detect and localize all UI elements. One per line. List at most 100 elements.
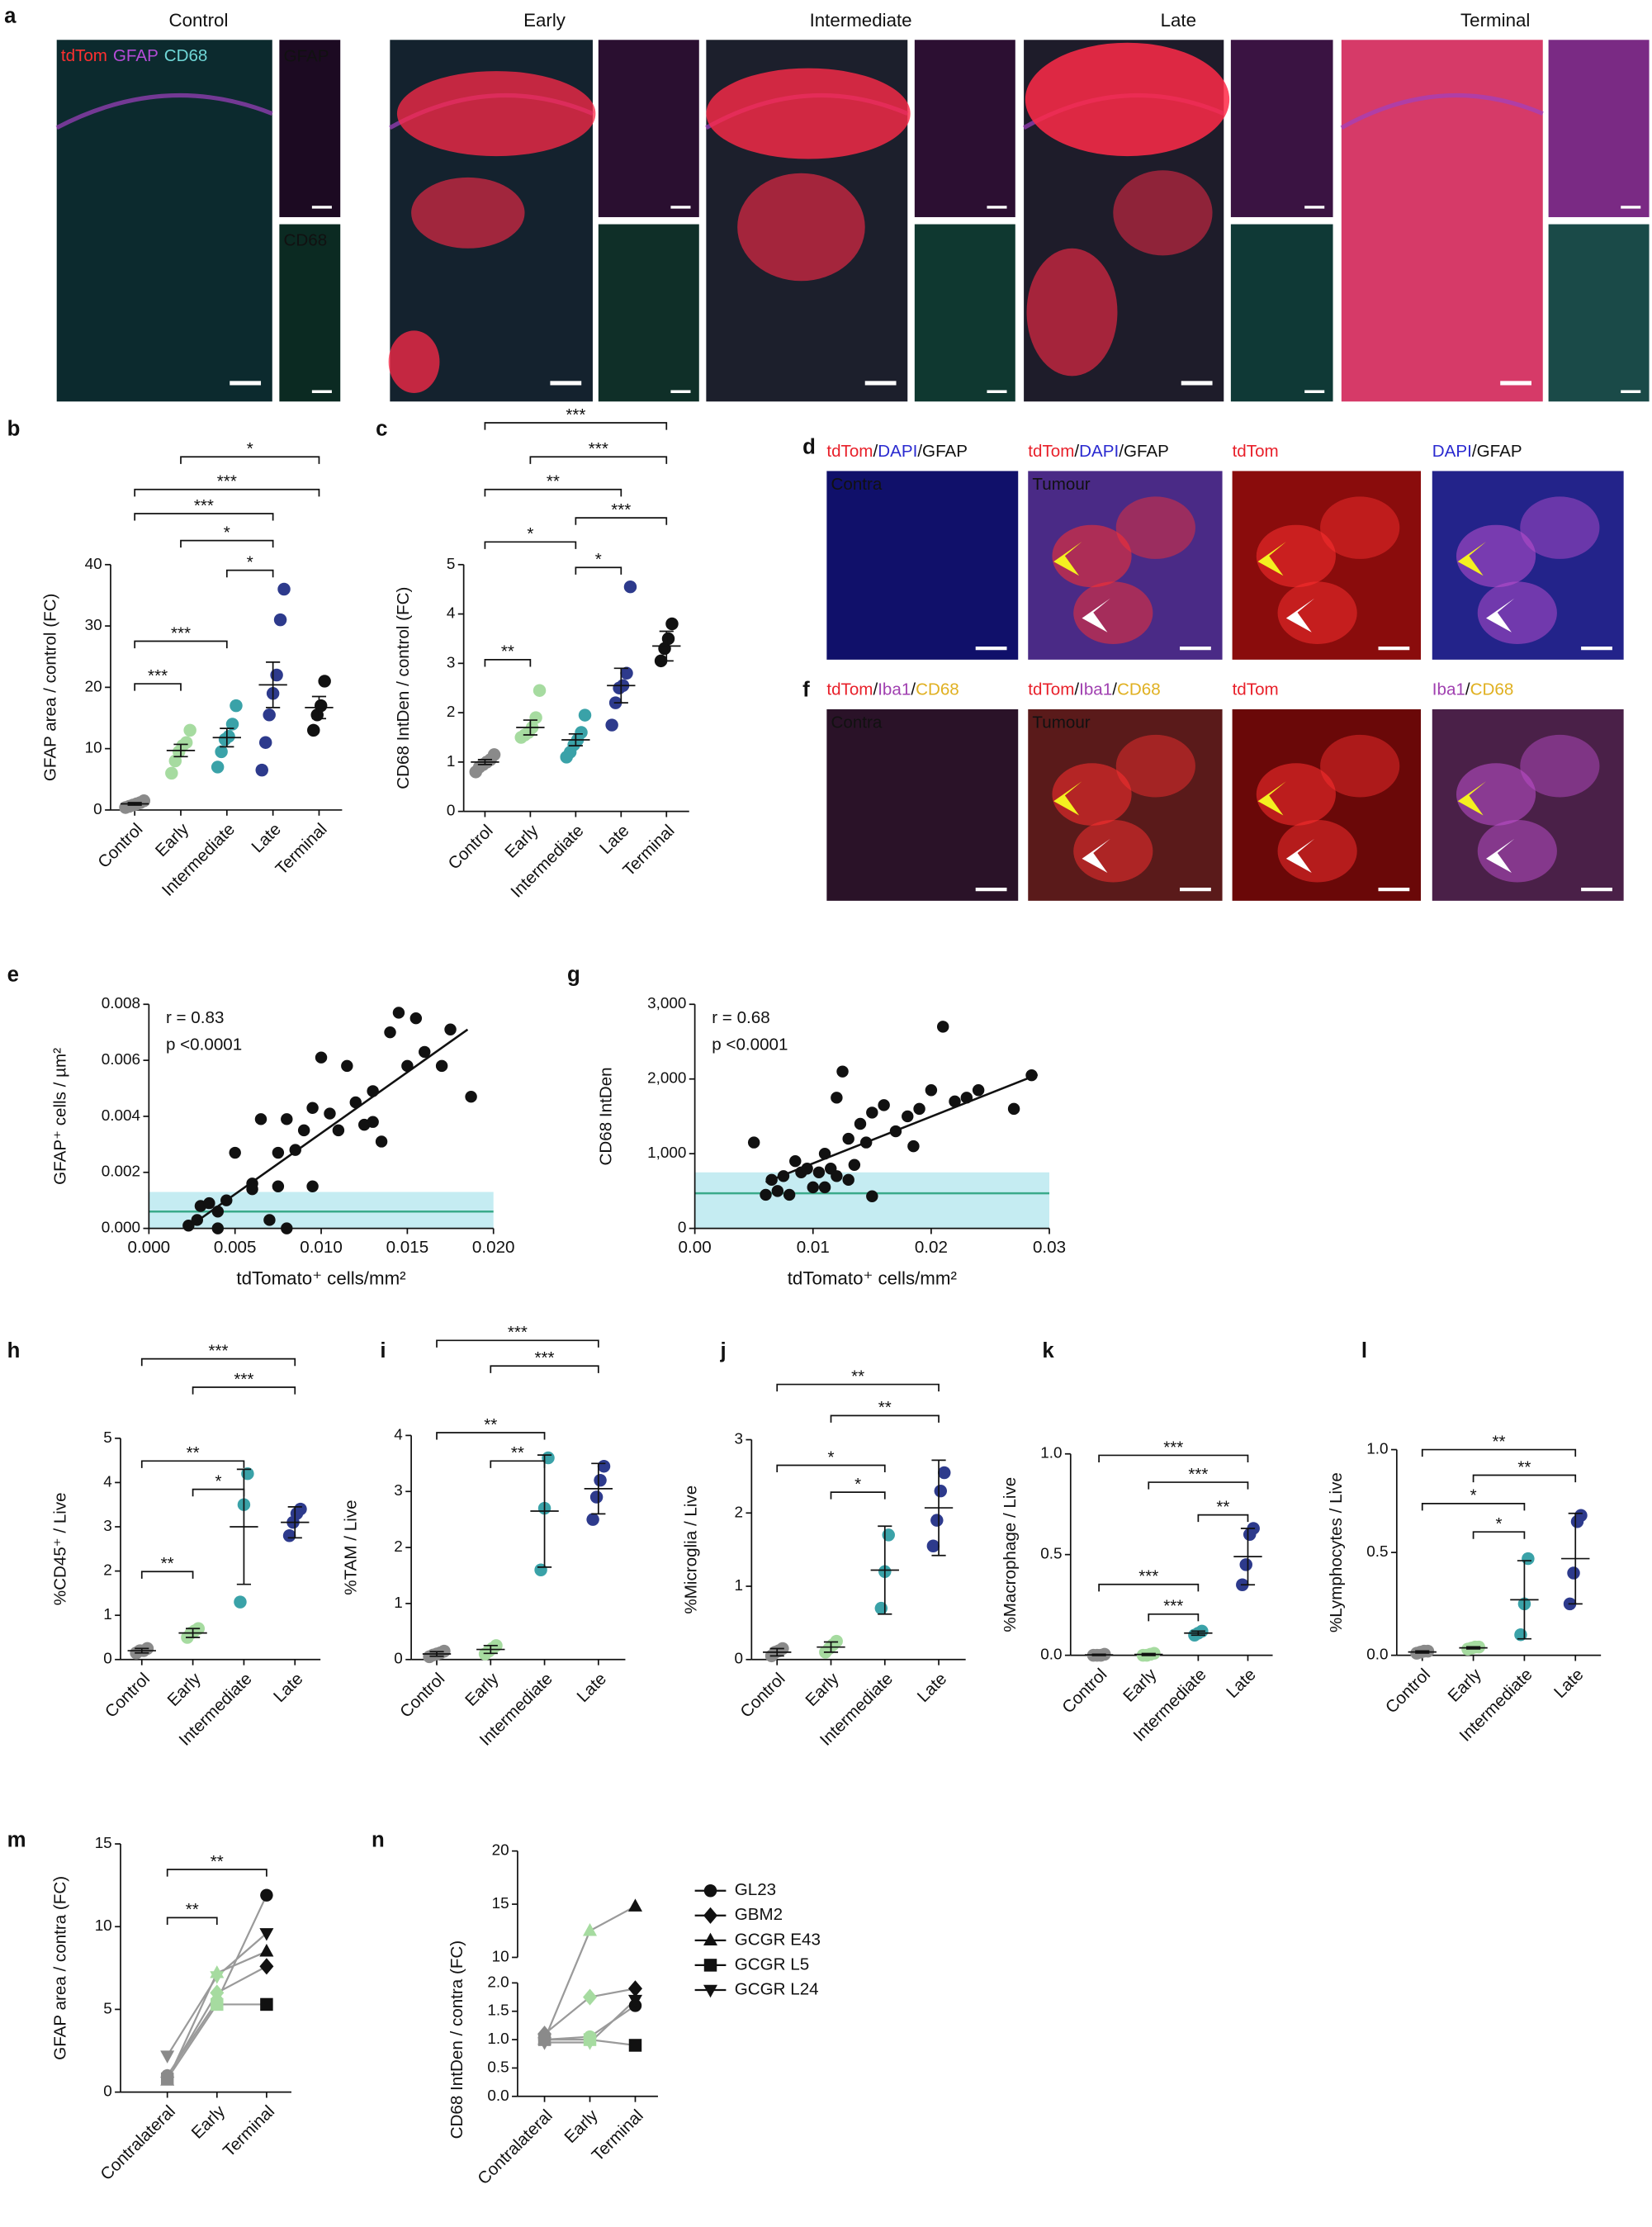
data-point	[259, 1958, 274, 1975]
significance-label: **	[878, 1398, 892, 1417]
data-point	[831, 1170, 843, 1182]
data-point	[842, 1132, 854, 1145]
x-tick-label: Contralateral	[97, 2101, 179, 2184]
data-point	[210, 1984, 225, 2002]
significance-label: ***	[208, 1341, 228, 1360]
significance-bracket	[134, 683, 182, 691]
header-part: CD68	[1117, 680, 1161, 699]
y-tick-label: 1	[447, 753, 456, 770]
significance-label: *	[247, 553, 253, 572]
data-point	[306, 1102, 319, 1114]
x-tick-label: 0.020	[472, 1238, 515, 1257]
x-tick-label: Control	[736, 1670, 788, 1722]
data-point	[907, 1140, 920, 1153]
x-tick-label: Late	[1223, 1665, 1260, 1702]
data-point	[658, 642, 671, 656]
significance-bracket	[830, 1491, 886, 1500]
data-point	[230, 699, 243, 713]
y-tick-label: 0	[103, 1651, 112, 1668]
legend-label: GCGR L24	[735, 1979, 819, 1998]
data-point	[628, 2039, 642, 2052]
significance-label: ***	[535, 1348, 555, 1367]
data-point	[836, 1065, 849, 1078]
data-point	[281, 1222, 293, 1234]
tumour-signal	[1277, 581, 1357, 644]
annotation: r = 0.68	[712, 1008, 769, 1027]
data-point	[225, 718, 239, 731]
data-point	[882, 1528, 895, 1542]
panel-letter: m	[7, 1828, 26, 1851]
channel-label: CD68	[284, 231, 328, 250]
significance-bracket	[166, 1869, 267, 1877]
data-point	[254, 1113, 267, 1125]
significance-bracket	[436, 1339, 599, 1348]
significance-bracket	[134, 640, 228, 649]
data-point	[332, 1124, 345, 1137]
channel-label: GFAP	[113, 46, 159, 65]
data-point	[367, 1085, 379, 1097]
data-point	[229, 1146, 241, 1159]
panel-letter: k	[1042, 1339, 1054, 1362]
data-point	[1007, 1102, 1020, 1116]
x-tick-label: Early	[152, 819, 193, 860]
significance-label: **	[186, 1900, 199, 1919]
tumour-signal	[1026, 248, 1118, 377]
panel-letter: b	[7, 417, 21, 440]
data-point	[234, 1595, 247, 1609]
fit-line	[765, 1073, 1039, 1183]
data-point	[375, 1135, 388, 1148]
x-tick-label: Control	[94, 820, 146, 872]
data-point	[435, 1059, 448, 1073]
significance-label: ***	[1163, 1438, 1183, 1457]
data-point	[936, 1021, 949, 1033]
y-tick-label: 20	[85, 678, 102, 695]
significance-label: ***	[171, 623, 191, 642]
tumour-signal	[411, 177, 525, 249]
x-tick-label: Control	[444, 821, 496, 873]
x-tick-label: Late	[573, 1670, 610, 1707]
y-axis-title: %CD45⁺ / Live	[50, 1492, 69, 1605]
significance-label: **	[547, 472, 560, 491]
y-tick-label: 3,000	[647, 995, 686, 1012]
significance-label: ***	[611, 500, 631, 519]
y-tick-label: 40	[85, 556, 102, 573]
data-point	[949, 1095, 961, 1108]
significance-label: **	[187, 1443, 200, 1462]
header-part: /	[1074, 443, 1079, 462]
significance-label: ***	[1163, 1597, 1183, 1616]
y-tick-label: 1.5	[487, 2002, 509, 2020]
y-tick-label: 5	[103, 1429, 112, 1447]
significance-label: **	[211, 1852, 224, 1871]
micrograph	[826, 708, 1019, 901]
y-tick-label: 0.0	[487, 2087, 509, 2105]
channel-label: tdTom	[61, 46, 107, 65]
data-point	[211, 760, 225, 774]
x-tick-label: Early	[1444, 1665, 1485, 1706]
header-part: tdTom	[1028, 680, 1074, 699]
arrowhead	[1457, 542, 1487, 576]
data-point	[272, 1180, 285, 1192]
image-header: tdTom	[1233, 443, 1279, 462]
data-point	[627, 1980, 642, 1997]
y-tick-label: 2.0	[487, 1974, 509, 1991]
x-tick-label: Control	[1382, 1665, 1434, 1717]
arrowhead	[1486, 598, 1515, 633]
data-point	[783, 1188, 796, 1201]
data-point	[848, 1159, 861, 1171]
significance-label: ***	[508, 1323, 528, 1342]
y-tick-label: 10	[492, 1948, 509, 1965]
arrowhead	[1486, 838, 1515, 874]
header-part: DAPI	[878, 443, 917, 462]
significance-label: **	[1216, 1497, 1229, 1516]
significance-label: *	[247, 439, 253, 458]
data-point	[583, 1922, 598, 1936]
image-header: tdTom/Iba1/CD68	[1028, 680, 1160, 699]
significance-bracket	[1148, 1613, 1200, 1622]
data-point	[874, 1601, 888, 1615]
data-point	[627, 1898, 642, 1912]
data-point	[1574, 1509, 1588, 1522]
micrograph	[598, 40, 699, 217]
image-header: tdTom	[1233, 680, 1279, 699]
data-point	[902, 1110, 914, 1123]
image-header: tdTom/Iba1/CD68	[826, 680, 959, 699]
